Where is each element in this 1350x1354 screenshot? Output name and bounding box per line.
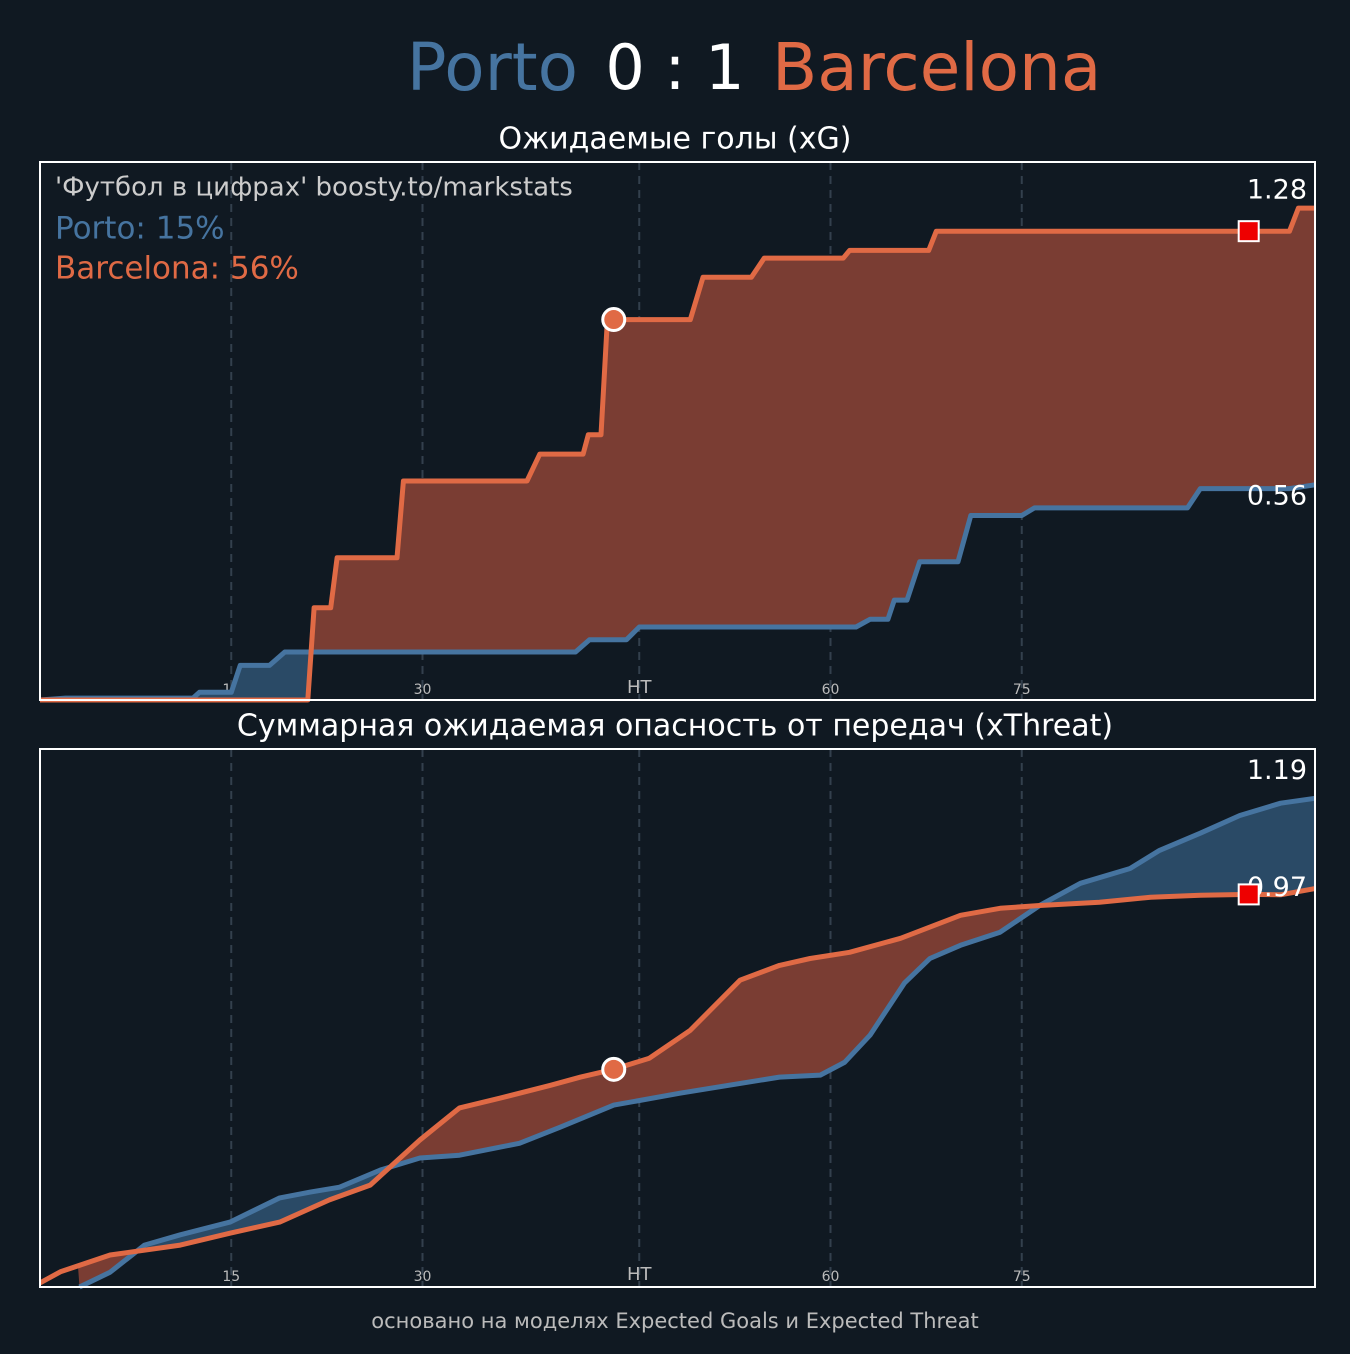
away-team: Barcelona [772, 29, 1101, 106]
annotation: 'Футбол в цифрах' boosty.to/markstats [55, 173, 573, 203]
x-tick-label: 15 [222, 1269, 240, 1285]
panel-title: Ожидаемые голы (xG) [499, 122, 852, 157]
end-value-label: 1.28 [1247, 175, 1307, 206]
end-value-label: 0.56 [1247, 480, 1307, 511]
goal-marker [601, 307, 627, 333]
card-marker [1237, 883, 1260, 906]
home-team: Porto [407, 29, 578, 106]
panel-title: Суммарная ожидаемая опасность от передач… [237, 709, 1113, 744]
x-tick-label: HT [627, 677, 653, 698]
annotation: Porto: 15% [55, 211, 225, 247]
annotation: Barcelona: 56% [55, 251, 299, 287]
end-value-label: 1.19 [1247, 755, 1307, 786]
panel-frame [39, 748, 1316, 1288]
x-tick-label: 60 [822, 682, 840, 698]
x-tick-label: 60 [822, 1269, 840, 1285]
x-tick-label: HT [627, 1264, 653, 1285]
card-marker [1237, 220, 1260, 243]
series-line [39, 482, 1316, 703]
x-tick-label: 30 [414, 1269, 432, 1285]
x-tick-label: 75 [1013, 1269, 1031, 1285]
x-tick-label: 30 [414, 682, 432, 698]
footer: основано на моделях Expected Goals и Exp… [371, 1309, 978, 1333]
score: 0 : 1 [605, 31, 744, 104]
goal-marker [601, 1056, 627, 1082]
series-line [78, 795, 1316, 1290]
panel-frame [39, 161, 1316, 701]
x-tick-label: 75 [1013, 682, 1031, 698]
series-line [38, 886, 1316, 1286]
series-line [40, 205, 1315, 703]
